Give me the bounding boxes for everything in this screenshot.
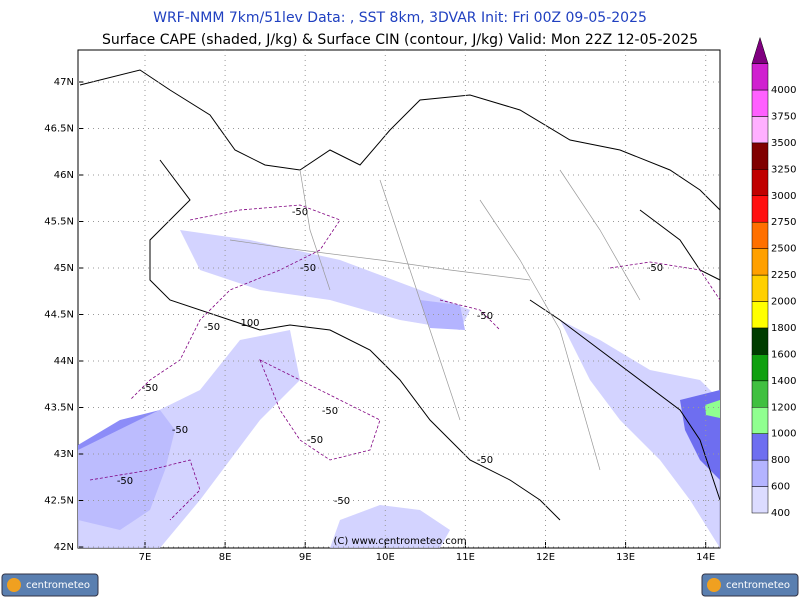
colorbar-box	[751, 89, 769, 117]
colorbar-box	[751, 433, 769, 461]
lon-label: 12E	[536, 552, 555, 563]
contour-label: -50	[142, 383, 158, 394]
regions	[229, 169, 641, 471]
colorbar-label: 400	[771, 508, 790, 519]
lon-label: 10E	[376, 552, 395, 563]
colorbar-box	[751, 327, 769, 355]
colorbar-label: 4000	[771, 85, 796, 96]
lon-label: 7E	[139, 552, 152, 563]
colorbar-label: 1200	[771, 402, 796, 413]
lon-label: 13E	[616, 552, 635, 563]
logo-text: centrometeo	[726, 580, 790, 591]
logo-text: centrometeo	[26, 580, 90, 591]
lon-label: 8E	[219, 552, 232, 563]
contour-label: -50	[334, 496, 350, 507]
colorbar-label: 1800	[771, 323, 796, 334]
colorbar-box	[751, 380, 769, 408]
colorbar-box	[751, 248, 769, 276]
contour-label: -50	[307, 435, 323, 446]
contour-label: -50	[172, 425, 188, 436]
colorbar-label: 3000	[771, 191, 796, 202]
colorbar-box	[751, 301, 769, 329]
lon-label: 11E	[456, 552, 475, 563]
lat-label: 44.5N	[44, 310, 74, 321]
colorbar-label: 800	[771, 455, 790, 466]
lon-label: 9E	[299, 552, 312, 563]
lat-label: 46N	[54, 170, 74, 181]
colorbar-box	[751, 486, 769, 514]
colorbar-label: 1600	[771, 349, 796, 360]
colorbar-label: 3250	[771, 164, 796, 175]
lon-axis: 7E 8E 9E 10E 11E 12E 13E 14E	[139, 50, 715, 563]
colorbar-triangle	[751, 36, 769, 64]
contour-label: -50	[117, 476, 133, 487]
colorbar-box	[751, 169, 769, 196]
lat-label: 45.5N	[44, 217, 74, 228]
contour-label: -50	[204, 322, 220, 333]
colorbar-box	[751, 195, 769, 223]
contour-label: -50	[292, 207, 308, 218]
contour-label: 100	[240, 318, 259, 329]
colorbar-label: 600	[771, 482, 790, 493]
colorbar-box	[751, 221, 769, 249]
lat-label: 42N	[54, 542, 74, 553]
borders	[79, 69, 721, 521]
colorbar-box	[751, 354, 769, 382]
contour-label: -50	[477, 455, 493, 466]
cin-contours	[89, 204, 721, 521]
colorbar-label: 2500	[771, 244, 796, 255]
lat-label: 42.5N	[44, 496, 74, 507]
colorbar: 400 600 800 1000 1200 1400 1600 1800 2000 2250 250…	[751, 36, 796, 519]
logo-right: centrometeo	[701, 573, 799, 597]
colorbar-label: 2250	[771, 270, 796, 281]
colorbar-label: 3500	[771, 138, 796, 149]
colorbar-box	[751, 116, 769, 144]
lat-label: 43.5N	[44, 403, 74, 414]
copyright: (C) www.centrometeo.com	[333, 536, 466, 547]
lat-label: 47N	[54, 77, 74, 88]
lon-label: 14E	[696, 552, 715, 563]
lat-label: 43N	[54, 449, 74, 460]
lat-axis: 47N 46.5N 46N 45.5N 45N 44.5N 44N 43.5N 43N 42.5N…	[44, 77, 720, 553]
lat-label: 45N	[54, 263, 74, 274]
cape-shading	[78, 230, 720, 548]
contour-label: -50	[322, 406, 338, 417]
colorbar-box	[751, 274, 769, 302]
title: WRF-NMM 7km/51lev Data: , SST 8km, 3DVAR…	[153, 10, 647, 26]
lat-label: 46.5N	[44, 124, 74, 135]
colorbar-label: 2750	[771, 217, 796, 228]
contour-label: -50	[647, 263, 663, 274]
lat-label: 44N	[54, 356, 74, 367]
colorbar-box	[751, 63, 769, 91]
map: -50-50-50 100-50-50-50-50-50-50-50-50-50 …	[44, 49, 721, 563]
logo-left: centrometeo	[1, 573, 99, 597]
colorbar-box	[751, 407, 769, 434]
colorbar-box	[751, 459, 769, 487]
subtitle: Surface CAPE (shaded, J/kg) & Surface CI…	[102, 32, 698, 48]
colorbar-label: 3750	[771, 111, 796, 122]
colorbar-label: 2000	[771, 297, 796, 308]
contour-label: -50	[477, 311, 493, 322]
colorbar-label: 1000	[771, 429, 796, 440]
colorbar-label: 1400	[771, 376, 796, 387]
colorbar-box	[751, 142, 769, 170]
